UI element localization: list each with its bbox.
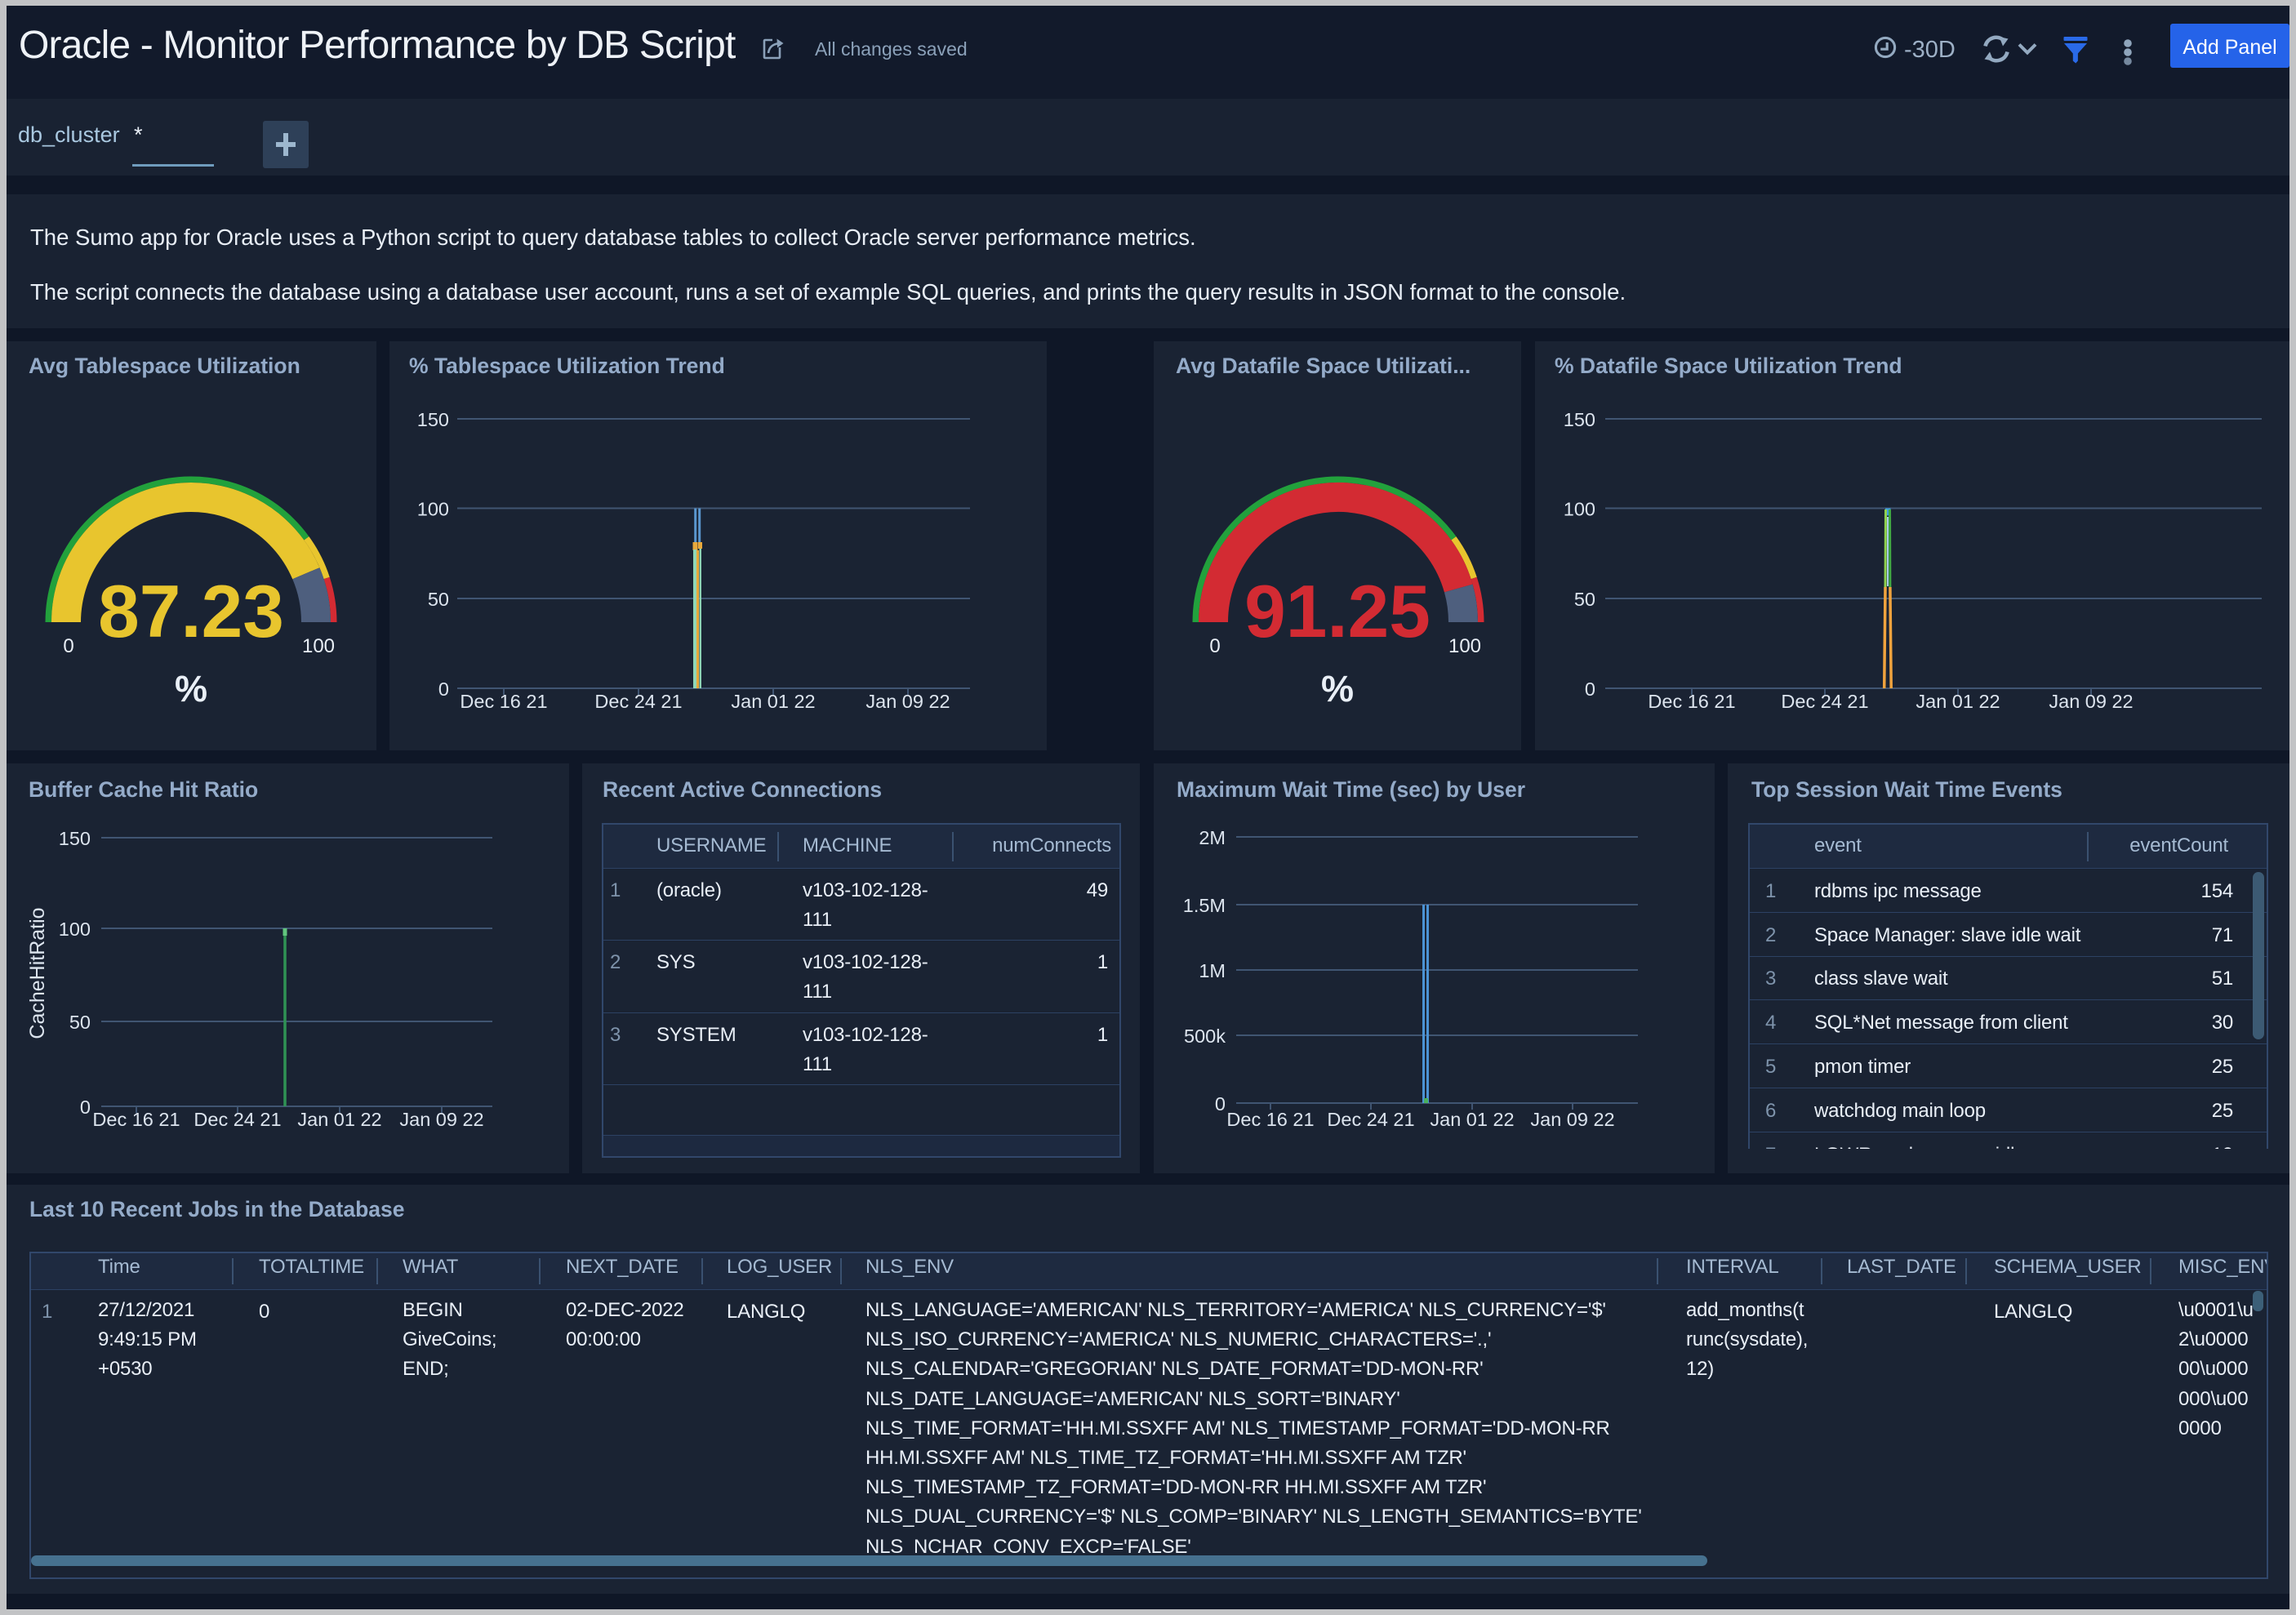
svg-text:Jan 01 22: Jan 01 22	[731, 691, 815, 712]
svg-text:Jan 09 22: Jan 09 22	[399, 1109, 483, 1130]
svg-text:Jan 01 22: Jan 01 22	[1916, 691, 2000, 712]
svg-text:87.23: 87.23	[98, 571, 284, 653]
svg-text:50: 50	[428, 589, 449, 610]
svg-text:0: 0	[1215, 1093, 1226, 1114]
svg-text:Dec 16 21: Dec 16 21	[460, 691, 547, 712]
svg-text:100: 100	[1448, 635, 1481, 657]
svg-text:0: 0	[63, 635, 73, 657]
svg-text:1M: 1M	[1199, 960, 1226, 981]
svg-text:100: 100	[1564, 499, 1595, 520]
svg-text:2M: 2M	[1199, 827, 1226, 848]
svg-text:100: 100	[59, 919, 91, 940]
svg-text:1.5M: 1.5M	[1183, 895, 1226, 916]
svg-text:0: 0	[1585, 678, 1595, 700]
svg-text:Jan 01 22: Jan 01 22	[297, 1109, 381, 1130]
svg-text:500k: 500k	[1184, 1026, 1226, 1047]
svg-text:Dec 16 21: Dec 16 21	[92, 1109, 180, 1130]
svg-text:Jan 09 22: Jan 09 22	[1530, 1109, 1614, 1130]
svg-text:50: 50	[1574, 589, 1595, 610]
svg-text:Dec 24 21: Dec 24 21	[194, 1109, 281, 1130]
svg-text:100: 100	[417, 499, 449, 520]
svg-text:50: 50	[69, 1012, 91, 1033]
svg-text:150: 150	[59, 828, 91, 849]
svg-text:0: 0	[80, 1097, 91, 1118]
svg-text:Jan 01 22: Jan 01 22	[1430, 1109, 1514, 1130]
svg-text:Jan 09 22: Jan 09 22	[2049, 691, 2133, 712]
svg-text:150: 150	[417, 409, 449, 430]
svg-text:Dec 24 21: Dec 24 21	[594, 691, 682, 712]
svg-text:Dec 16 21: Dec 16 21	[1648, 691, 1735, 712]
svg-text:0: 0	[438, 678, 449, 700]
svg-text:Dec 24 21: Dec 24 21	[1327, 1109, 1414, 1130]
svg-text:Dec 24 21: Dec 24 21	[1781, 691, 1868, 712]
svg-text:Jan 09 22: Jan 09 22	[865, 691, 950, 712]
svg-text:150: 150	[1564, 409, 1595, 430]
svg-text:100: 100	[302, 635, 335, 657]
svg-text:91.25: 91.25	[1244, 571, 1431, 653]
svg-text:%: %	[1321, 668, 1354, 710]
svg-text:CacheHitRatio: CacheHitRatio	[26, 907, 49, 1039]
svg-text:Dec 16 21: Dec 16 21	[1226, 1109, 1314, 1130]
svg-text:0: 0	[1209, 635, 1220, 657]
svg-text:%: %	[175, 668, 207, 710]
